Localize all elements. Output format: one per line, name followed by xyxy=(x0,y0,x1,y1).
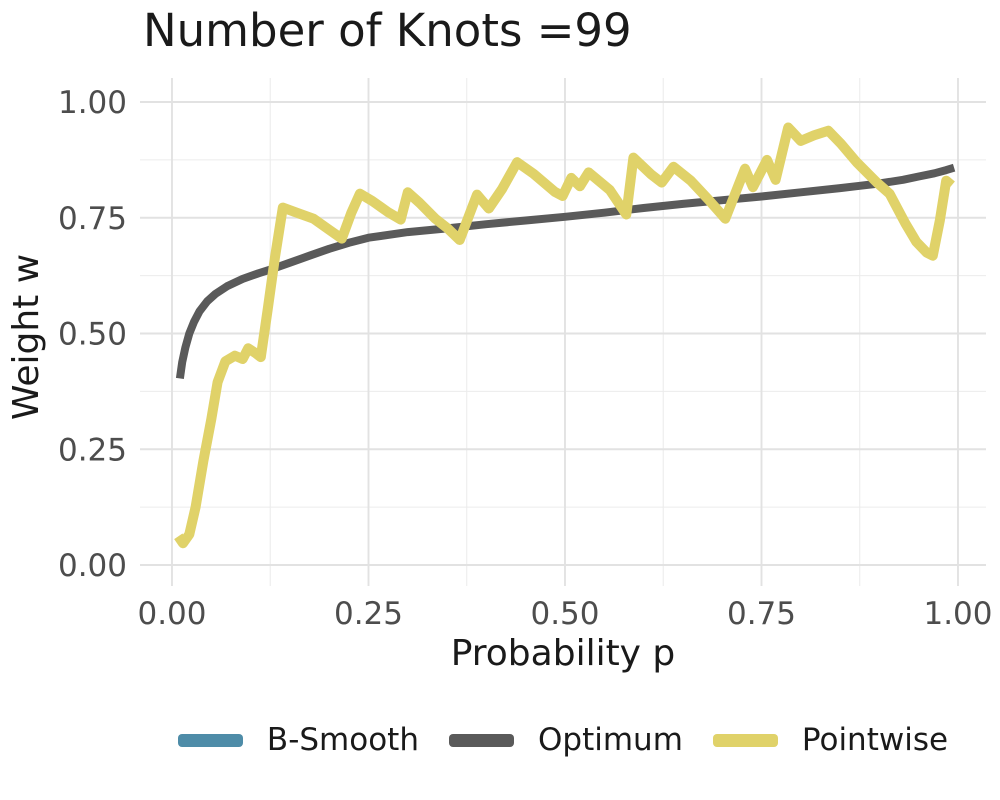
y-tick-label: 0.00 xyxy=(58,548,127,584)
legend-swatch-b-smooth xyxy=(177,733,243,747)
legend-label-pointwise: Pointwise xyxy=(801,722,949,758)
legend-label-b-smooth: B-Smooth xyxy=(266,722,419,758)
legend-item-pointwise: Pointwise xyxy=(712,722,949,758)
y-tick-label: 0.25 xyxy=(58,432,127,468)
optimum-line xyxy=(175,163,956,379)
x-tick-label: 0.00 xyxy=(137,596,206,632)
legend: B-Smooth Optimum Pointwise xyxy=(140,722,986,758)
x-tick-label: 1.00 xyxy=(923,596,992,632)
plot-area: 0.00 0.25 0.50 0.75 1.00 0.00 0.25 0.50 0.75 1.00 xyxy=(58,78,993,632)
legend-item-optimum: Optimum xyxy=(449,722,683,758)
y-axis-title: Weight w xyxy=(6,253,47,421)
x-axis-title: Probability p xyxy=(450,633,676,674)
pointwise-line xyxy=(174,122,955,549)
y-tick-label: 0.75 xyxy=(58,201,127,237)
chart-title: Number of Knots =99 xyxy=(143,4,632,57)
legend-label-optimum: Optimum xyxy=(538,722,683,758)
x-tick-label: 0.50 xyxy=(530,596,599,632)
legend-swatch-optimum xyxy=(449,733,514,747)
y-tick-label: 1.00 xyxy=(58,85,127,121)
legend-swatch-pointwise xyxy=(712,733,778,747)
x-tick-label: 0.25 xyxy=(334,596,403,632)
x-tick-label: 0.75 xyxy=(727,596,796,632)
y-tick-label: 0.50 xyxy=(58,317,127,353)
legend-item-b-smooth: B-Smooth xyxy=(177,722,419,758)
